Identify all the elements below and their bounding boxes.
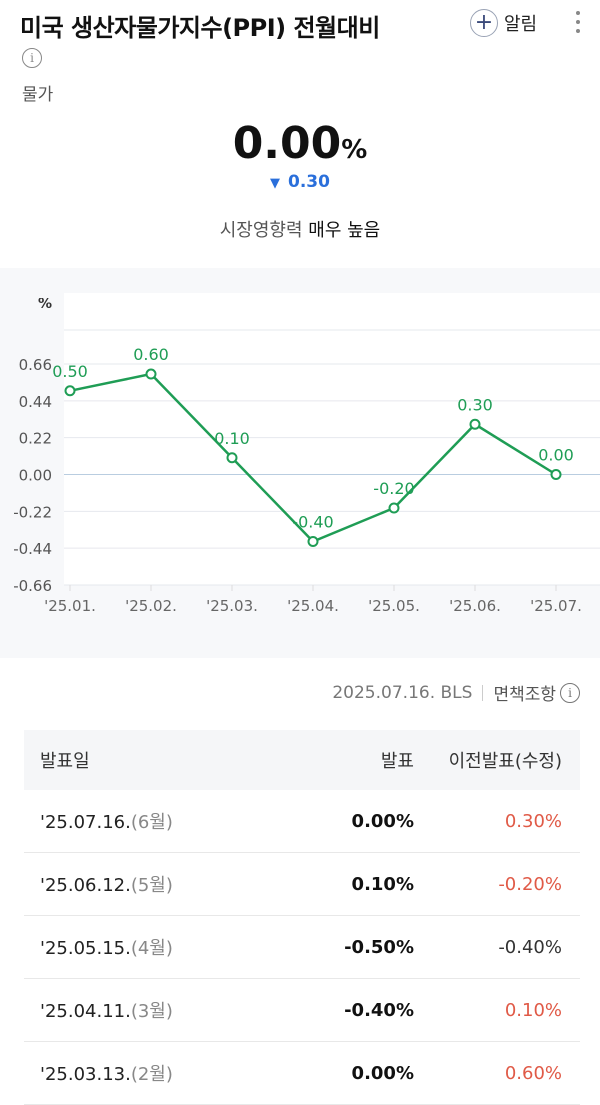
triangle-down-icon: ▼: [270, 176, 281, 191]
actual-value: 0.00%: [351, 810, 414, 832]
table-header: 발표일 발표 이전발표(수정): [24, 730, 580, 790]
x-tick-label: '25.05.: [368, 597, 420, 615]
data-point: [64, 385, 76, 397]
y-axis-label: %: [38, 296, 52, 312]
data-point: [469, 418, 481, 430]
page-title: 미국 생산자물가지수(PPI) 전월대비: [20, 14, 380, 42]
plot-background: [64, 293, 600, 585]
alert-button[interactable]: + 알림: [470, 6, 537, 40]
release-table: 발표일 발표 이전발표(수정) '25.07.16.(6월) 0.00% 0.30%…: [24, 730, 580, 1105]
data-label: 0.60: [133, 345, 169, 364]
date-value: '25.03.13.: [40, 1064, 131, 1085]
reference-month: (6월): [130, 812, 173, 833]
data-point: [226, 452, 238, 464]
alert-label: 알림: [504, 14, 538, 35]
source-row: 2025.07.16. BLS 면책조항 i: [332, 680, 580, 705]
y-tick-label: -0.66: [13, 577, 52, 595]
data-point: [550, 469, 562, 480]
x-tick-label: '25.03.: [206, 597, 258, 615]
y-tick-label: 0.00: [19, 467, 52, 485]
disclaimer-label: 면책조항: [493, 685, 556, 705]
actual-value: -0.50%: [344, 936, 414, 958]
previous-value: 0.10%: [504, 999, 562, 1021]
header-previous: 이전발표(수정): [448, 751, 562, 772]
reference-month: (4월): [130, 938, 173, 959]
more-options-icon[interactable]: [568, 8, 588, 38]
info-icon[interactable]: i: [22, 48, 42, 68]
table-body: '25.07.16.(6월) 0.00% 0.30% '25.06.12.(5월) 0.…: [24, 790, 580, 1105]
date-value: '25.05.15.: [40, 938, 131, 959]
divider: [482, 684, 484, 701]
line-chart[interactable]: 0.66 0.44 0.22 0.00 -0.22 -0.44 -0.66% '25.01. '…: [0, 268, 600, 658]
x-tick-label: '25.01.: [44, 597, 96, 615]
data-point: [307, 535, 319, 547]
left-mask: [0, 268, 62, 298]
table-row: '25.04.11.(3월) -0.40% 0.10%: [24, 979, 580, 1042]
data-label: 0.50: [52, 362, 88, 381]
data-label: -0.40: [292, 512, 333, 531]
data-label: -0.20: [373, 479, 414, 498]
category-label: 물가: [22, 85, 54, 105]
table-row: '25.03.13.(2월) 0.00% 0.60%: [24, 1042, 580, 1105]
change-value: 0.30: [288, 172, 330, 192]
value-number: 0.00: [232, 118, 342, 169]
info-icon: i: [560, 682, 580, 703]
disclaimer-link[interactable]: 면책조항 i: [493, 680, 580, 705]
data-label: 0.10: [214, 429, 250, 448]
release-date: '25.04.11.(3월): [24, 997, 274, 1023]
header-date: 발표일: [40, 751, 90, 772]
previous-value: 0.30%: [504, 810, 562, 832]
y-tick-label: 0.44: [19, 393, 52, 411]
actual-value: 0.00%: [351, 1062, 414, 1084]
table-row: '25.07.16.(6월) 0.00% 0.30%: [24, 790, 580, 853]
data-label: 0.00: [538, 446, 574, 465]
market-impact: 시장영향력 매우 높음: [0, 216, 600, 242]
previous-value: -0.20%: [498, 873, 562, 895]
value-unit: %: [341, 135, 368, 165]
x-tick-label: '25.06.: [449, 597, 501, 615]
x-tick-label: '25.07.: [530, 597, 582, 615]
change-indicator: ▼ 0.30: [0, 172, 600, 192]
table-row: '25.05.15.(4월) -0.50% -0.40%: [24, 916, 580, 979]
y-tick-label: -0.22: [13, 503, 52, 521]
source-text: 2025.07.16. BLS: [332, 682, 473, 703]
y-tick-label: 0.22: [19, 430, 52, 448]
data-point: [145, 368, 157, 380]
release-date: '25.05.15.(4월): [24, 934, 274, 960]
impact-level: 매우 높음: [308, 220, 381, 241]
release-date: '25.07.16.(6월): [24, 808, 274, 834]
y-tick-label: -0.44: [13, 540, 52, 558]
release-date: '25.03.13.(2월): [24, 1060, 274, 1086]
x-tick-label: '25.04.: [287, 597, 339, 615]
reference-month: (2월): [130, 1064, 173, 1085]
table-row: '25.06.12.(5월) 0.10% -0.20%: [24, 853, 580, 916]
date-value: '25.07.16.: [40, 812, 131, 833]
chart-panel[interactable]: 0.66 0.44 0.22 0.00 -0.22 -0.44 -0.66% '25.01. '…: [0, 268, 600, 658]
x-tick-label: '25.02.: [125, 597, 177, 615]
data-point: [388, 502, 400, 514]
plus-icon: +: [470, 9, 498, 37]
previous-value: 0.60%: [504, 1062, 562, 1084]
date-value: '25.06.12.: [40, 875, 131, 896]
release-date: '25.06.12.(5월): [24, 871, 274, 897]
previous-value: -0.40%: [498, 936, 562, 958]
reference-month: (5월): [130, 875, 173, 896]
date-value: '25.04.11.: [40, 1001, 131, 1022]
actual-value: -0.40%: [344, 999, 414, 1021]
impact-label: 시장영향력: [219, 220, 303, 241]
actual-value: 0.10%: [351, 873, 414, 895]
data-label: 0.30: [457, 395, 493, 414]
header-actual: 발표: [380, 751, 414, 772]
y-tick-label: 0.66: [19, 356, 52, 374]
current-value: 0.00%: [0, 118, 600, 169]
reference-month: (3월): [130, 1001, 173, 1022]
